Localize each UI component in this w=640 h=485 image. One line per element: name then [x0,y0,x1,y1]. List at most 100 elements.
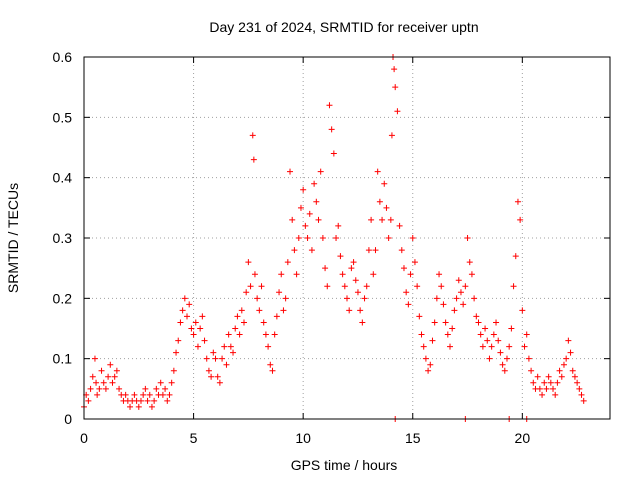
data-point [398,247,405,254]
data-point [186,301,193,308]
data-point [212,355,219,362]
data-point [322,265,329,272]
data-point [490,331,497,338]
data-point [400,265,407,272]
data-point [273,313,280,320]
data-point [381,180,388,187]
data-point [556,367,563,374]
data-point [514,198,521,205]
data-point [416,313,423,320]
data-point [517,216,524,223]
plot-frame [83,56,611,420]
data-point [326,102,333,109]
data-point [271,331,278,338]
data-point [405,301,412,308]
data-point [453,295,460,302]
data-point [368,216,375,223]
data-point [357,307,364,314]
data-point [451,307,458,314]
data-point [383,204,390,211]
data-point [576,385,583,392]
data-point [508,325,515,332]
data-point [157,379,164,386]
data-point [479,343,486,350]
data-point [411,259,418,266]
data-point [105,373,112,380]
data-point [569,367,576,374]
x-tick-label: 15 [405,430,421,446]
data-point [388,132,395,139]
data-point [571,373,578,380]
data-point [214,373,221,380]
data-point [359,319,366,326]
data-point [282,295,289,302]
data-point [210,349,217,356]
chart-title: Day 231 of 2024, SRMTID for receiver upt… [209,19,478,35]
data-point [308,247,315,254]
data-point [208,373,215,380]
data-point [170,367,177,374]
data-point [247,283,254,290]
data-point [291,247,298,254]
data-point [227,343,234,350]
data-point [348,265,355,272]
marks-layer [81,54,587,422]
data-point [468,271,475,278]
data-point [510,283,517,290]
data-point [168,379,175,386]
data-point [475,319,482,326]
data-point [284,259,291,266]
data-point [352,277,359,284]
data-point [109,379,116,386]
data-point [311,180,318,187]
data-point [449,325,456,332]
data-point [519,307,526,314]
data-point [135,403,142,410]
data-point [539,391,546,398]
ticks-layer: 0 5 10 15 20 0 0.1 0.2 0.3 0.4 0.5 0.6 [53,49,610,446]
data-point [409,235,416,241]
data-point [554,379,561,386]
data-point [223,361,230,368]
data-point [482,325,489,332]
data-point [523,331,530,338]
data-point [111,373,118,380]
data-point [297,204,304,211]
data-point [438,283,445,290]
data-point [528,367,535,374]
data-point [94,391,101,398]
data-point [350,259,357,266]
data-point [250,156,257,163]
data-point [495,337,502,344]
y-tick-label: 0.3 [53,230,73,246]
data-point [530,379,537,386]
data-point [365,247,372,254]
data-point [300,186,307,193]
data-point [278,271,285,278]
data-point [457,289,464,296]
data-point [258,283,265,290]
data-point [396,222,403,229]
data-point [245,259,252,266]
data-point [361,295,368,302]
data-point [251,271,258,278]
data-point [85,397,92,404]
data-point [464,235,471,241]
data-point [313,198,320,205]
data-point [444,331,451,338]
data-point [216,379,223,386]
data-point [306,210,313,217]
data-point [148,403,155,410]
data-point [433,295,440,302]
data-point [563,355,570,362]
data-point [184,313,191,320]
data-point [166,391,173,398]
data-point [260,319,267,326]
data-point [578,391,585,398]
data-point [188,325,195,332]
data-point [567,349,574,356]
data-point [177,319,184,326]
data-point [545,373,552,380]
